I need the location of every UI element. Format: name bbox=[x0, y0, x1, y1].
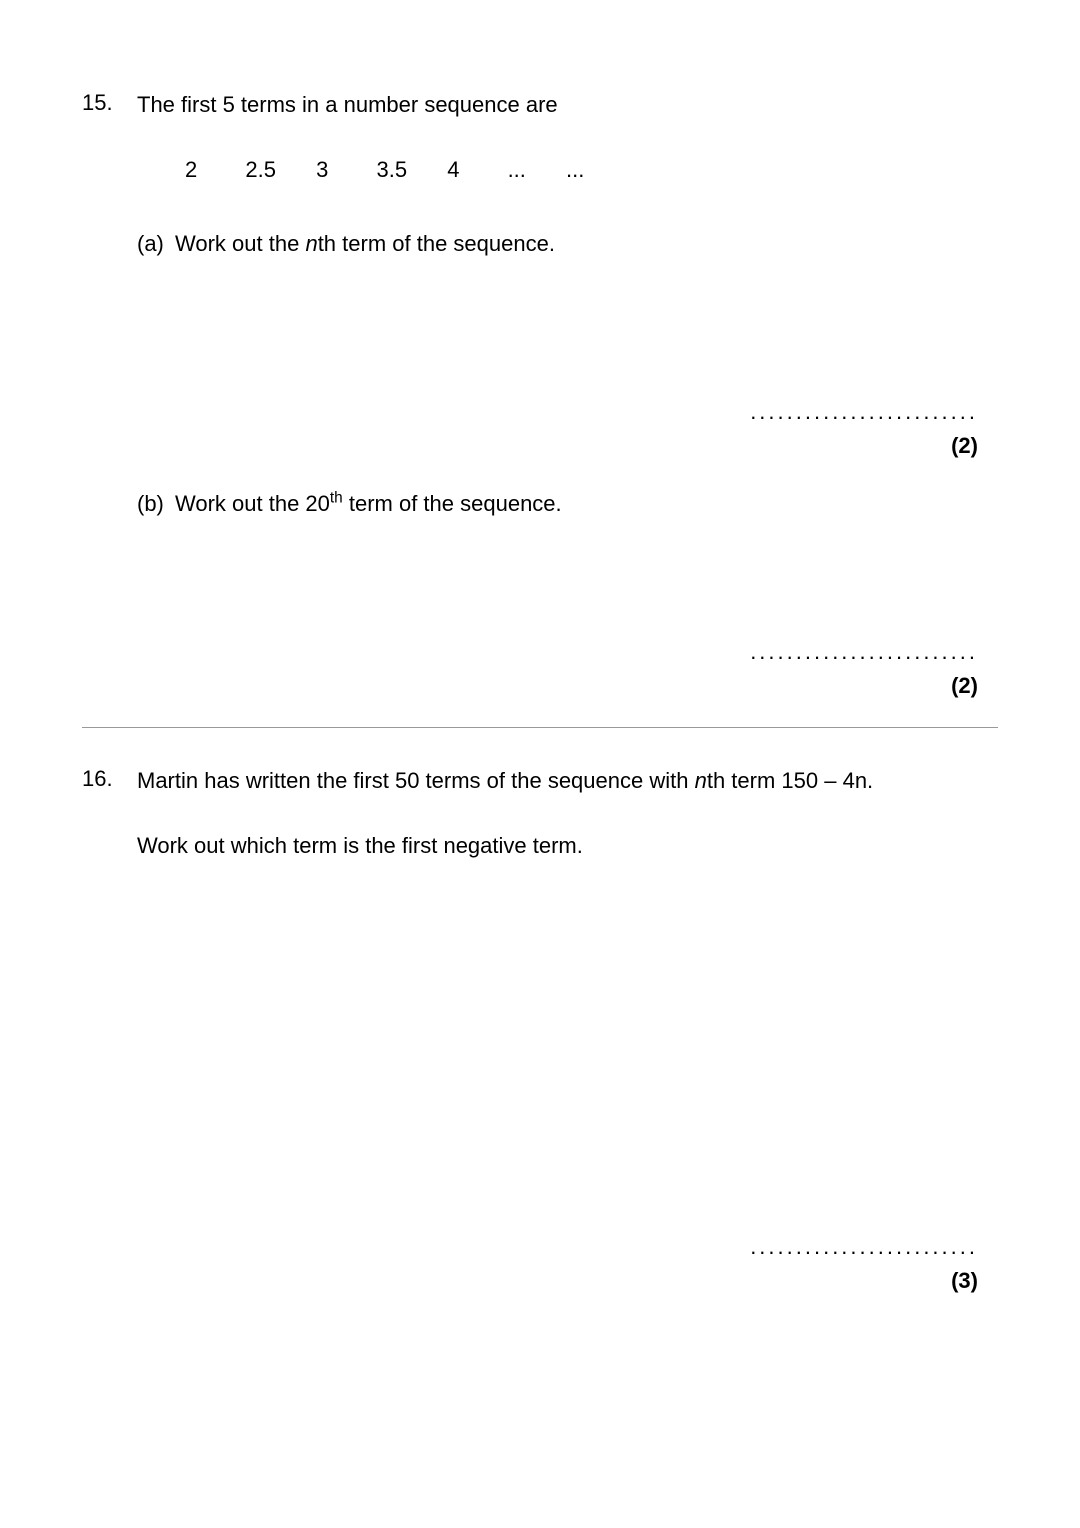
question-16-intro: Martin has written the first 50 terms of… bbox=[137, 766, 998, 797]
sequence-term-2: 2.5 bbox=[245, 157, 276, 183]
part-b-marks: (2) bbox=[137, 673, 978, 699]
question-16-number: 16. bbox=[82, 766, 137, 792]
sequence-dots-1: ... bbox=[508, 157, 526, 183]
question-15: 15. The first 5 terms in a number sequen… bbox=[82, 90, 998, 699]
q16-intro-prefix: Martin has written the first 50 terms of… bbox=[137, 768, 695, 793]
part-b-text-prefix: Work out the 20 bbox=[175, 491, 330, 516]
q16-answer-line: ......................... bbox=[137, 1234, 978, 1260]
part-a-text-suffix: th term of the sequence. bbox=[318, 231, 555, 256]
question-15-content: The first 5 terms in a number sequence a… bbox=[137, 90, 998, 699]
part-a-text-prefix: Work out the bbox=[175, 231, 305, 256]
q16-intro-n: n bbox=[695, 768, 707, 793]
q16-marks: (3) bbox=[137, 1268, 978, 1294]
question-16-content: Martin has written the first 50 terms of… bbox=[137, 766, 998, 1294]
part-a-answer: ......................... (2) bbox=[137, 399, 998, 459]
part-b: (b) Work out the 20th term of the sequen… bbox=[137, 491, 998, 517]
part-b-text: Work out the 20th term of the sequence. bbox=[175, 491, 998, 517]
part-a-marks: (2) bbox=[137, 433, 978, 459]
sequence-term-4: 3.5 bbox=[376, 157, 407, 183]
question-16-header: 16. Martin has written the first 50 term… bbox=[82, 766, 998, 1294]
question-16: 16. Martin has written the first 50 term… bbox=[82, 766, 998, 1294]
sequence-term-5: 4 bbox=[447, 157, 459, 183]
part-a-workspace bbox=[137, 269, 998, 399]
part-b-answer: ......................... (2) bbox=[137, 639, 998, 699]
part-a-label: (a) bbox=[137, 231, 175, 257]
part-a-text-n: n bbox=[305, 231, 317, 256]
question-15-sequence: 2 2.5 3 3.5 4 ... ... bbox=[137, 157, 998, 183]
part-b-answer-line: ......................... bbox=[137, 639, 978, 665]
question-16-body: Work out which term is the first negativ… bbox=[137, 833, 998, 859]
spacer bbox=[137, 459, 998, 491]
question-15-intro: The first 5 terms in a number sequence a… bbox=[137, 90, 998, 121]
part-b-label: (b) bbox=[137, 491, 175, 517]
question-divider bbox=[82, 727, 998, 728]
part-b-text-sup: th bbox=[330, 489, 343, 506]
question-15-header: 15. The first 5 terms in a number sequen… bbox=[82, 90, 998, 699]
part-a-answer-line: ......................... bbox=[137, 399, 978, 425]
part-b-text-suffix: term of the sequence. bbox=[343, 491, 562, 516]
sequence-term-3: 3 bbox=[316, 157, 328, 183]
part-a-text: Work out the nth term of the sequence. bbox=[175, 231, 998, 257]
q16-intro-mid: th term 150 – 4n. bbox=[707, 768, 873, 793]
sequence-term-1: 2 bbox=[185, 157, 197, 183]
q16-workspace bbox=[137, 859, 998, 1234]
part-b-workspace bbox=[137, 529, 998, 639]
part-a: (a) Work out the nth term of the sequenc… bbox=[137, 231, 998, 257]
q16-answer: ......................... (3) bbox=[137, 1234, 998, 1294]
question-15-number: 15. bbox=[82, 90, 137, 116]
sequence-dots-2: ... bbox=[566, 157, 584, 183]
